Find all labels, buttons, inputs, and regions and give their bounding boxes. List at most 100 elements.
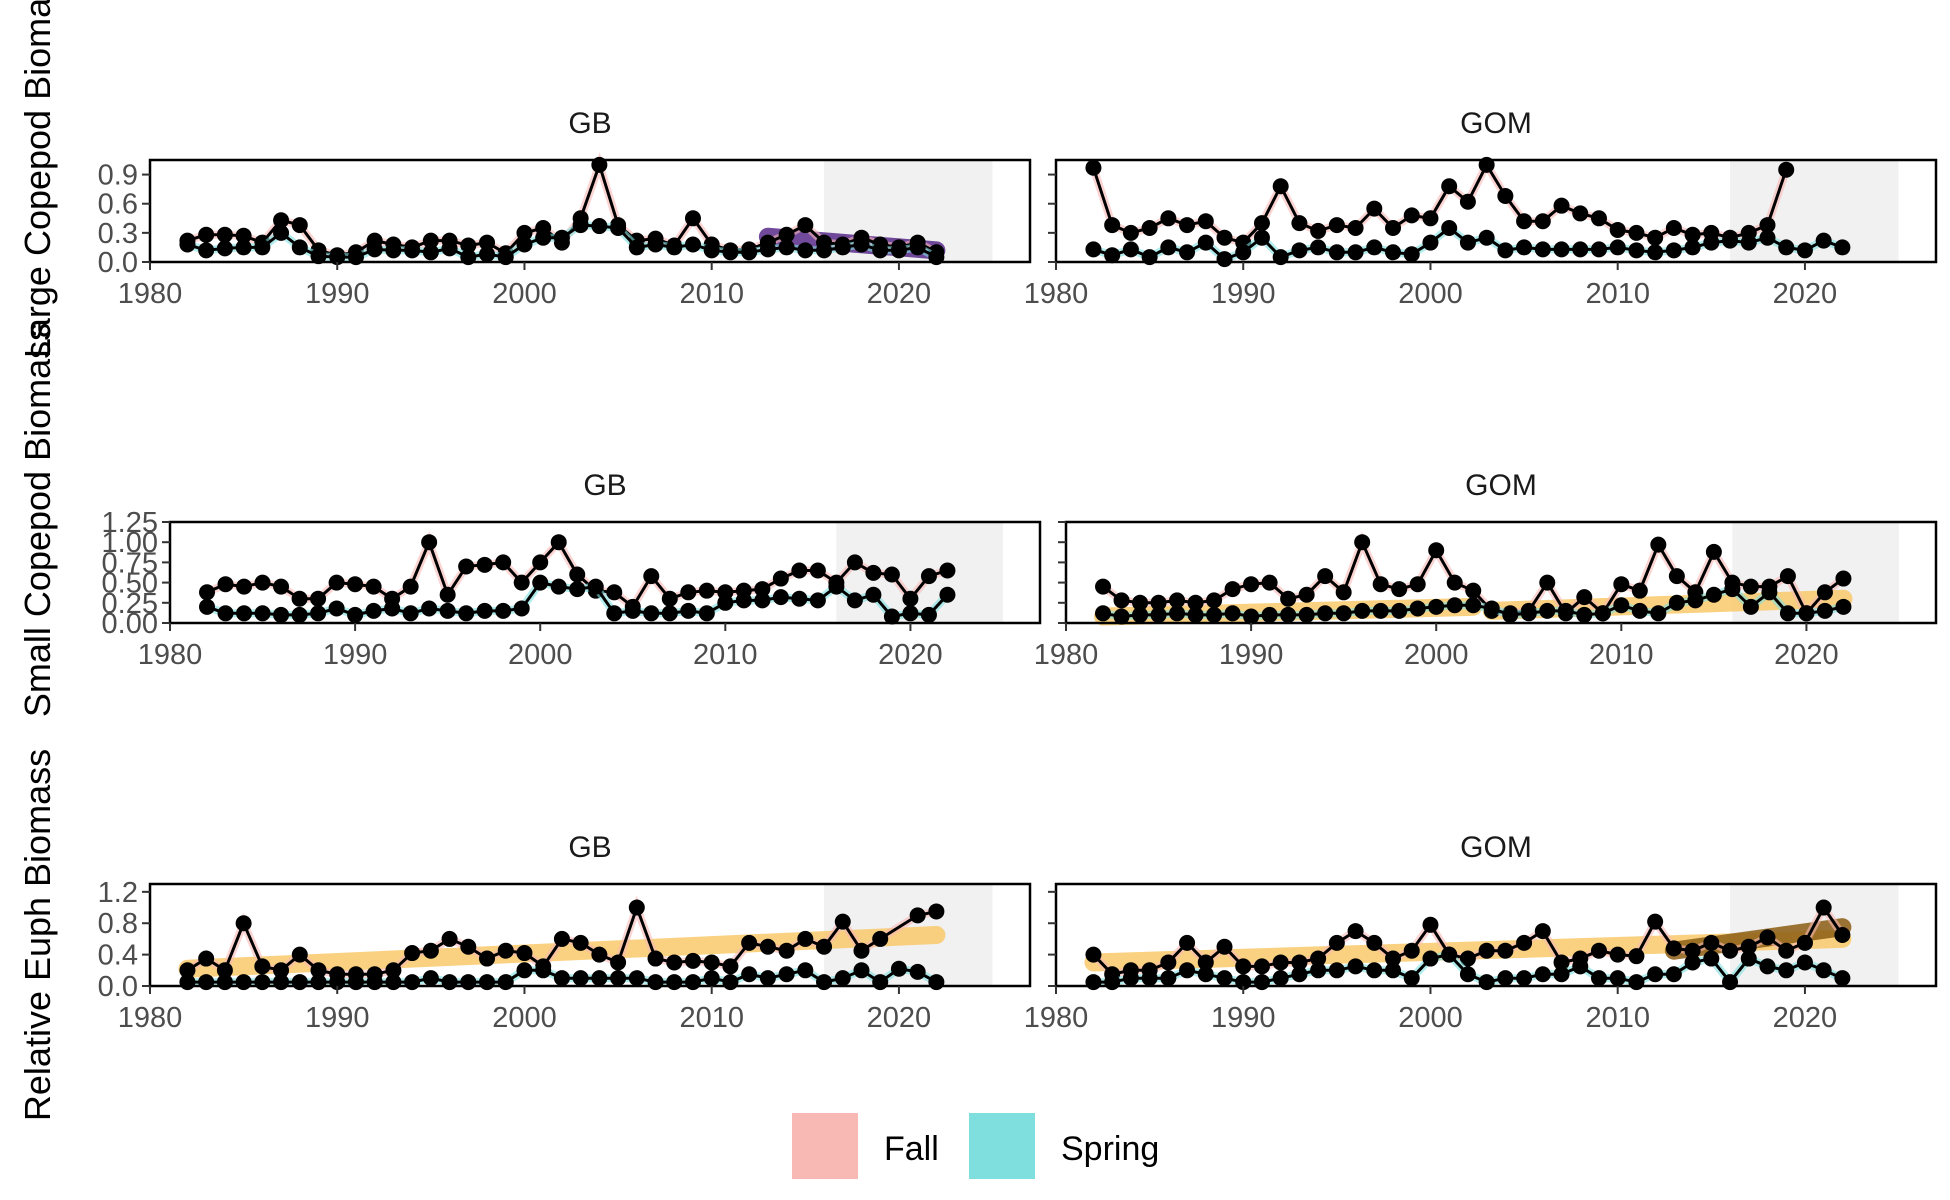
data-point-spring bbox=[684, 236, 701, 253]
data-point-fall bbox=[199, 584, 216, 601]
data-point-fall bbox=[310, 962, 327, 979]
data-point-spring bbox=[1572, 958, 1589, 975]
data-point-spring bbox=[1328, 244, 1345, 261]
data-point-fall bbox=[1576, 589, 1593, 606]
data-point-spring bbox=[872, 974, 889, 991]
data-point-spring bbox=[1428, 598, 1445, 615]
panel-frame bbox=[168, 520, 1042, 625]
data-point-spring bbox=[1703, 950, 1720, 967]
data-point-spring bbox=[1310, 239, 1327, 256]
data-point-spring bbox=[1132, 606, 1149, 623]
data-point-fall bbox=[1224, 581, 1241, 598]
data-point-fall bbox=[421, 534, 438, 551]
data-point-spring bbox=[1179, 244, 1196, 261]
data-point-fall bbox=[684, 952, 701, 969]
x-tick-label: 2010 bbox=[1589, 639, 1654, 671]
y-axis-title-relative-euph: Relative Euph Biomass bbox=[17, 749, 58, 1121]
data-point-spring bbox=[384, 600, 401, 617]
data-point-fall bbox=[328, 574, 345, 591]
y-tick-label: 0.0 bbox=[98, 971, 138, 1003]
data-point-spring bbox=[1372, 602, 1389, 619]
data-point-fall bbox=[703, 954, 720, 971]
series-line-fall bbox=[186, 902, 937, 976]
data-point-spring bbox=[722, 974, 739, 991]
x-tick-label: 1980 bbox=[118, 278, 183, 310]
data-point-fall bbox=[458, 558, 475, 575]
data-point-fall bbox=[643, 568, 660, 585]
data-point-spring bbox=[928, 974, 945, 991]
data-point-fall bbox=[606, 584, 623, 601]
data-point-spring bbox=[1816, 602, 1833, 619]
data-point-fall bbox=[1409, 576, 1426, 593]
y-tick-label: 1.25 bbox=[102, 507, 158, 539]
data-point-spring bbox=[328, 600, 345, 617]
data-point-fall bbox=[1141, 220, 1158, 236]
data-point-spring bbox=[1160, 239, 1177, 256]
data-point-spring bbox=[606, 605, 623, 622]
data-point-fall bbox=[1328, 934, 1345, 951]
data-point-fall bbox=[1095, 578, 1112, 595]
legend: Fall Spring bbox=[792, 1113, 1159, 1179]
data-point-fall bbox=[741, 934, 758, 951]
data-point-spring bbox=[495, 602, 512, 619]
data-point-fall bbox=[1815, 899, 1832, 916]
data-point-spring bbox=[628, 239, 645, 256]
data-point-spring bbox=[772, 589, 789, 606]
data-point-spring bbox=[1761, 584, 1778, 601]
data-point-spring bbox=[797, 962, 814, 979]
data-point-fall bbox=[1441, 178, 1458, 195]
data-point-spring bbox=[717, 594, 734, 611]
data-point-spring bbox=[441, 974, 458, 991]
x-tick-label: 2010 bbox=[679, 278, 744, 310]
data-point-fall bbox=[1335, 584, 1352, 601]
data-point-fall bbox=[1291, 954, 1308, 971]
data-point-fall bbox=[1085, 946, 1102, 963]
data-point-spring bbox=[1798, 605, 1815, 622]
data-point-fall bbox=[1366, 200, 1383, 217]
y-tick-label: 0.25 bbox=[102, 588, 158, 620]
data-point-spring bbox=[497, 974, 514, 991]
x-tick-label: 1980 bbox=[1034, 639, 1099, 671]
data-point-fall bbox=[1722, 942, 1739, 959]
data-point-spring bbox=[1796, 242, 1813, 259]
panel-strip-label: GOM bbox=[1460, 107, 1532, 140]
data-point-spring bbox=[553, 229, 570, 246]
data-point-fall bbox=[516, 945, 533, 962]
data-point-spring bbox=[1740, 234, 1757, 251]
data-point-fall bbox=[235, 227, 252, 244]
data-point-spring bbox=[236, 605, 253, 622]
data-point-fall bbox=[1446, 574, 1463, 591]
y-tick-label: 0.00 bbox=[102, 608, 158, 640]
data-point-fall bbox=[1590, 942, 1607, 959]
data-point-fall bbox=[872, 930, 889, 947]
data-point-spring bbox=[853, 236, 870, 253]
data-point-fall bbox=[365, 578, 382, 595]
data-point-fall bbox=[647, 950, 664, 967]
data-point-spring bbox=[703, 242, 720, 259]
data-point-fall bbox=[722, 958, 739, 975]
data-point-fall bbox=[1385, 220, 1402, 236]
data-point-spring bbox=[902, 605, 919, 622]
data-point-fall bbox=[236, 578, 253, 595]
data-point-fall bbox=[1705, 543, 1722, 560]
data-point-fall bbox=[1328, 217, 1345, 234]
y-axis-title-large-copepod: Large Copepod Biomass bbox=[17, 0, 58, 358]
data-point-fall bbox=[610, 954, 627, 971]
data-point-fall bbox=[1572, 205, 1589, 222]
data-point-fall bbox=[816, 938, 833, 955]
data-point-spring bbox=[1834, 239, 1851, 256]
data-point-fall bbox=[759, 938, 776, 955]
panel-strip-label: GB bbox=[583, 469, 626, 502]
data-point-fall bbox=[1104, 217, 1121, 234]
data-point-spring bbox=[1095, 605, 1112, 622]
data-point-spring bbox=[591, 218, 608, 235]
data-point-spring bbox=[741, 244, 758, 261]
data-point-spring bbox=[291, 974, 308, 991]
data-point-fall bbox=[550, 534, 567, 551]
data-point-spring bbox=[883, 608, 900, 625]
data-point-spring bbox=[1291, 966, 1308, 983]
data-point-spring bbox=[235, 239, 252, 256]
data-point-spring bbox=[1497, 970, 1514, 987]
data-point-spring bbox=[347, 606, 364, 623]
